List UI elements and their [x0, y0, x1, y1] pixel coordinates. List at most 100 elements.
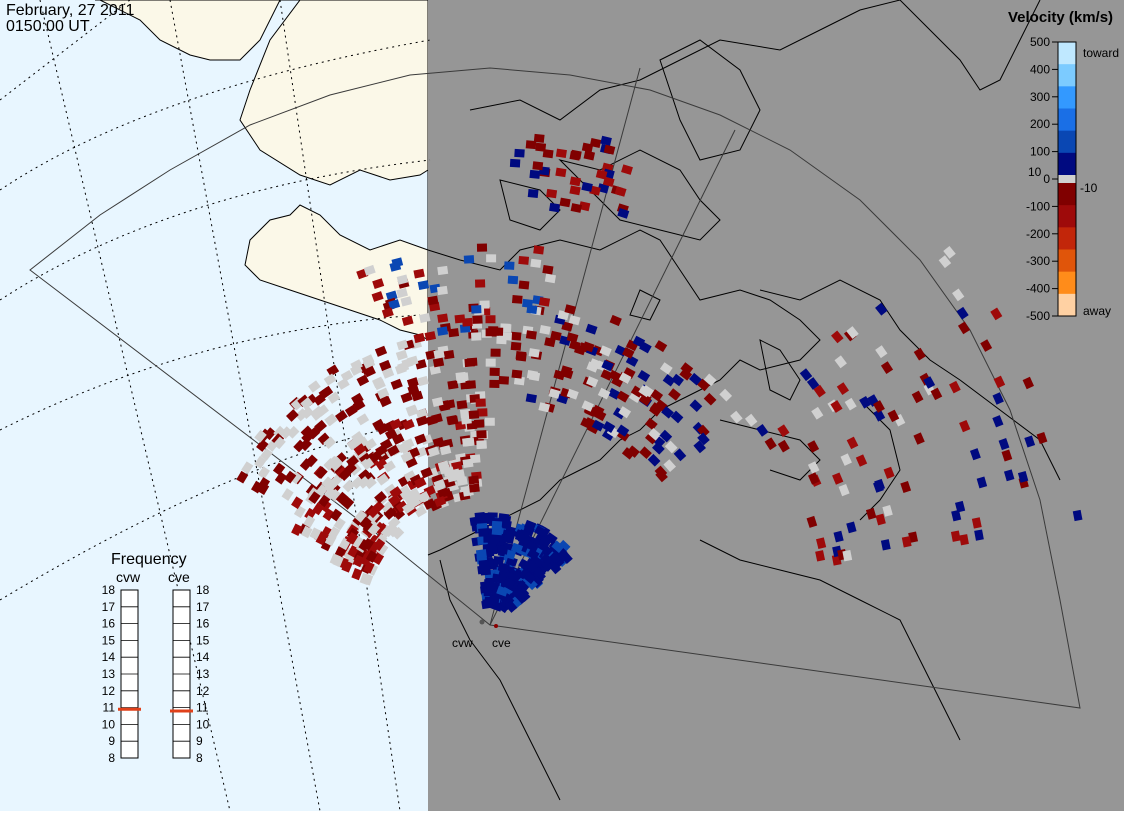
- velocity-cell: [413, 332, 426, 344]
- velocity-cell: [401, 357, 414, 369]
- velocity-cell: [236, 470, 249, 484]
- colorbar-tick-label: -500: [1026, 309, 1050, 323]
- velocity-cell: [476, 243, 488, 252]
- velocity-cell: [807, 472, 820, 485]
- velocity-cell: [836, 382, 850, 395]
- velocity-cell: [650, 389, 664, 402]
- velocity-cell: [500, 519, 512, 530]
- velocity-cell: [959, 534, 969, 546]
- velocity-cell: [432, 357, 445, 368]
- velocity-cell: [372, 538, 386, 552]
- velocity-cell: [564, 304, 577, 315]
- velocity-cell: [540, 559, 554, 572]
- velocity-cell: [424, 331, 437, 341]
- velocity-cell: [324, 486, 337, 500]
- velocity-cell: [618, 406, 632, 419]
- velocity-cell: [371, 291, 384, 302]
- velocity-cell: [529, 169, 541, 179]
- velocity-cell: [257, 466, 271, 480]
- velocity-cell: [374, 345, 388, 357]
- frequency-tick-label: 8: [108, 751, 115, 765]
- velocity-cell: [389, 418, 403, 431]
- velocity-cell: [358, 469, 372, 482]
- velocity-cell: [528, 371, 541, 382]
- velocity-cell: [873, 400, 885, 413]
- velocity-cell: [396, 274, 409, 285]
- velocity-cell: [340, 369, 354, 382]
- velocity-cells: [236, 133, 1083, 614]
- frequency-tick-label: 18: [196, 583, 210, 597]
- velocity-cell: [497, 545, 509, 555]
- frequency-tick-label: 9: [196, 734, 203, 748]
- velocity-cell: [326, 364, 340, 377]
- colorbar-away-label: away: [1083, 304, 1111, 318]
- velocity-cell: [313, 393, 326, 406]
- velocity-cell: [492, 327, 504, 336]
- velocity-cell: [875, 302, 888, 316]
- velocity-cell: [321, 476, 335, 490]
- velocity-cell: [630, 385, 644, 398]
- frequency-tick-label: 15: [196, 633, 210, 647]
- velocity-cell: [846, 436, 859, 450]
- velocity-cell: [600, 135, 612, 146]
- velocity-cell: [395, 500, 409, 513]
- frequency-tick-label: 14: [196, 650, 210, 664]
- velocity-cell: [501, 332, 513, 341]
- velocity-cell: [511, 369, 523, 379]
- velocity-cell: [439, 445, 452, 456]
- velocity-cell: [616, 424, 630, 437]
- velocity-cell: [880, 539, 891, 551]
- velocity-cell: [459, 324, 471, 333]
- velocity-cell: [518, 280, 530, 290]
- velocity-cell: [363, 264, 376, 276]
- velocity-cell: [371, 376, 385, 389]
- velocity-cell: [433, 349, 445, 359]
- colorbar-tick-label: 0: [1043, 172, 1050, 186]
- velocity-cell: [648, 404, 662, 417]
- velocity-cell: [352, 399, 366, 412]
- velocity-cell: [617, 208, 630, 219]
- velocity-cell: [511, 587, 525, 601]
- velocity-cell: [332, 554, 344, 568]
- velocity-cell: [603, 144, 616, 155]
- colorbar-tick-label: 300: [1030, 90, 1050, 104]
- velocity-cell: [625, 339, 639, 352]
- velocity-cell: [602, 176, 615, 187]
- colorbar-tick-label: -300: [1026, 254, 1050, 268]
- velocity-cell: [447, 380, 459, 390]
- velocity-cell: [395, 349, 408, 361]
- velocity-cell: [764, 437, 777, 451]
- velocity-cell: [874, 478, 886, 491]
- velocity-cell: [465, 380, 477, 390]
- velocity-cell: [969, 448, 981, 461]
- velocity-cell: [538, 402, 551, 413]
- velocity-cell: [489, 581, 500, 591]
- velocity-cell: [1001, 449, 1013, 462]
- velocity-cell: [300, 525, 313, 539]
- velocity-cell: [289, 471, 303, 485]
- velocity-cell: [662, 374, 676, 387]
- velocity-cell: [990, 307, 1003, 321]
- colorbar-swatch: [1058, 86, 1076, 109]
- velocity-cell: [832, 472, 844, 485]
- velocity-cell: [638, 385, 652, 398]
- velocity-cell: [549, 202, 561, 213]
- velocity-cell: [840, 453, 852, 466]
- velocity-cell: [390, 378, 403, 390]
- velocity-cell: [241, 461, 254, 475]
- velocity-cell: [597, 387, 611, 400]
- velocity-cell: [799, 368, 813, 382]
- velocity-cell: [376, 473, 390, 486]
- velocity-cell: [387, 524, 400, 538]
- velocity-cell: [309, 527, 322, 540]
- velocity-cell: [419, 313, 431, 323]
- velocity-cell: [538, 297, 551, 307]
- colorbar-tick-label: 200: [1030, 117, 1050, 131]
- velocity-cell: [409, 473, 423, 486]
- velocity-cell: [307, 426, 321, 440]
- velocity-cell: [462, 458, 474, 468]
- velocity-cell: [401, 438, 415, 450]
- velocity-cell: [463, 437, 475, 447]
- lat-lon-grid: [0, 0, 431, 812]
- velocity-cell: [364, 438, 377, 451]
